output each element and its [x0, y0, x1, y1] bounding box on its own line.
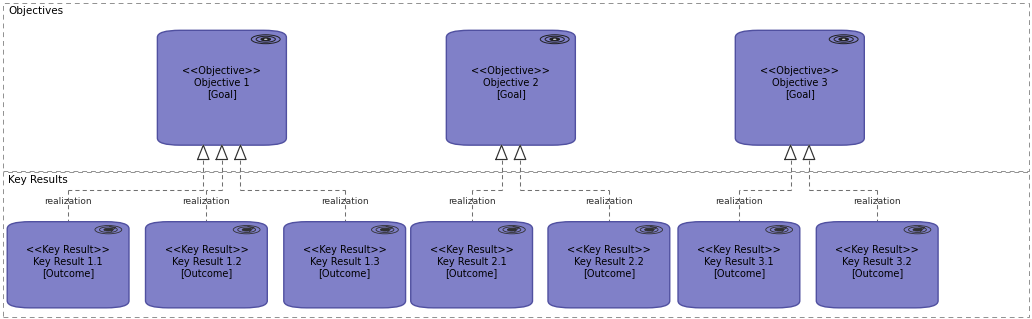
Circle shape — [508, 228, 516, 231]
Polygon shape — [495, 145, 508, 160]
Circle shape — [261, 38, 270, 41]
FancyBboxPatch shape — [548, 222, 670, 308]
Text: <<Objective>>
Objective 3
[Goal]: <<Objective>> Objective 3 [Goal] — [761, 66, 839, 100]
Polygon shape — [198, 145, 208, 160]
FancyBboxPatch shape — [157, 30, 286, 145]
Polygon shape — [784, 145, 797, 160]
Text: Key Results: Key Results — [8, 175, 68, 185]
Circle shape — [550, 38, 559, 41]
Text: realization: realization — [44, 197, 92, 206]
Text: <<Key Result>>
Key Result 2.1
[Outcome]: <<Key Result>> Key Result 2.1 [Outcome] — [429, 245, 514, 278]
Text: <<Key Result>>
Key Result 1.2
[Outcome]: <<Key Result>> Key Result 1.2 [Outcome] — [164, 245, 249, 278]
Text: <<Objective>>
Objective 2
[Goal]: <<Objective>> Objective 2 [Goal] — [472, 66, 550, 100]
Text: <<Key Result>>
Key Result 3.1
[Outcome]: <<Key Result>> Key Result 3.1 [Outcome] — [697, 245, 781, 278]
Polygon shape — [216, 145, 227, 160]
Circle shape — [243, 228, 251, 231]
FancyBboxPatch shape — [7, 222, 129, 308]
Text: <<Key Result>>
Key Result 1.3
[Outcome]: <<Key Result>> Key Result 1.3 [Outcome] — [302, 245, 387, 278]
Text: Objectives: Objectives — [8, 6, 63, 16]
FancyBboxPatch shape — [446, 30, 576, 145]
Text: <<Key Result>>
Key Result 2.2
[Outcome]: <<Key Result>> Key Result 2.2 [Outcome] — [567, 245, 651, 278]
Polygon shape — [235, 145, 246, 160]
Polygon shape — [803, 145, 815, 160]
Text: realization: realization — [585, 197, 633, 206]
Circle shape — [553, 39, 556, 40]
FancyBboxPatch shape — [678, 222, 800, 308]
Polygon shape — [514, 145, 525, 160]
Circle shape — [775, 228, 783, 231]
Text: realization: realization — [853, 197, 901, 206]
Bar — [3, 3, 1029, 171]
Text: <<Objective>>
Objective 1
[Goal]: <<Objective>> Objective 1 [Goal] — [183, 66, 261, 100]
FancyBboxPatch shape — [735, 30, 865, 145]
Circle shape — [839, 38, 848, 41]
FancyBboxPatch shape — [816, 222, 938, 308]
Circle shape — [104, 228, 112, 231]
FancyBboxPatch shape — [146, 222, 267, 308]
Text: realization: realization — [448, 197, 495, 206]
Circle shape — [645, 228, 653, 231]
FancyBboxPatch shape — [411, 222, 533, 308]
Circle shape — [264, 39, 267, 40]
Circle shape — [381, 228, 389, 231]
FancyBboxPatch shape — [284, 222, 406, 308]
Text: realization: realization — [183, 197, 230, 206]
Circle shape — [842, 39, 845, 40]
Circle shape — [913, 228, 922, 231]
Bar — [3, 172, 1029, 317]
Text: <<Key Result>>
Key Result 3.2
[Outcome]: <<Key Result>> Key Result 3.2 [Outcome] — [835, 245, 920, 278]
Text: realization: realization — [321, 197, 368, 206]
Text: realization: realization — [715, 197, 763, 206]
Text: <<Key Result>>
Key Result 1.1
[Outcome]: <<Key Result>> Key Result 1.1 [Outcome] — [26, 245, 110, 278]
